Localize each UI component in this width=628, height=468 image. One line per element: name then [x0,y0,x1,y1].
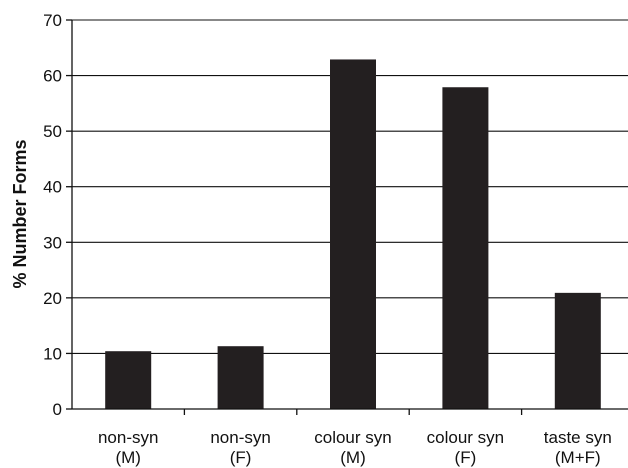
bar [554,292,601,409]
bar [330,59,376,409]
bar [105,351,152,409]
x-tick-label: non-syn [210,428,270,447]
x-tick-label: colour syn [314,428,391,447]
x-tick-label: (M) [340,448,365,467]
y-tick-label: 30 [43,233,62,252]
y-tick-label: 40 [43,178,62,197]
x-tick-label: (M) [115,448,140,467]
x-tick-label: (F) [230,448,252,467]
y-tick-label: 0 [53,400,62,419]
x-tick-label: non-syn [98,428,158,447]
y-tick-label: 20 [43,289,62,308]
bar [217,346,264,409]
y-tick-label: 50 [43,122,62,141]
y-tick-label: 70 [43,11,62,30]
bars [105,59,601,410]
bar [442,87,489,410]
axes [66,19,628,415]
y-axis-title: % Number Forms [10,139,30,288]
x-tick-label: colour syn [427,428,504,447]
x-tick-label: (F) [455,448,477,467]
y-tick-label: 10 [43,344,62,363]
x-tick-label: (M+F) [555,448,601,467]
labels: 010203040506070non-syn(M)non-syn(F)colou… [43,11,612,467]
x-tick-label: taste syn [544,428,612,447]
y-tick-label: 60 [43,67,62,86]
